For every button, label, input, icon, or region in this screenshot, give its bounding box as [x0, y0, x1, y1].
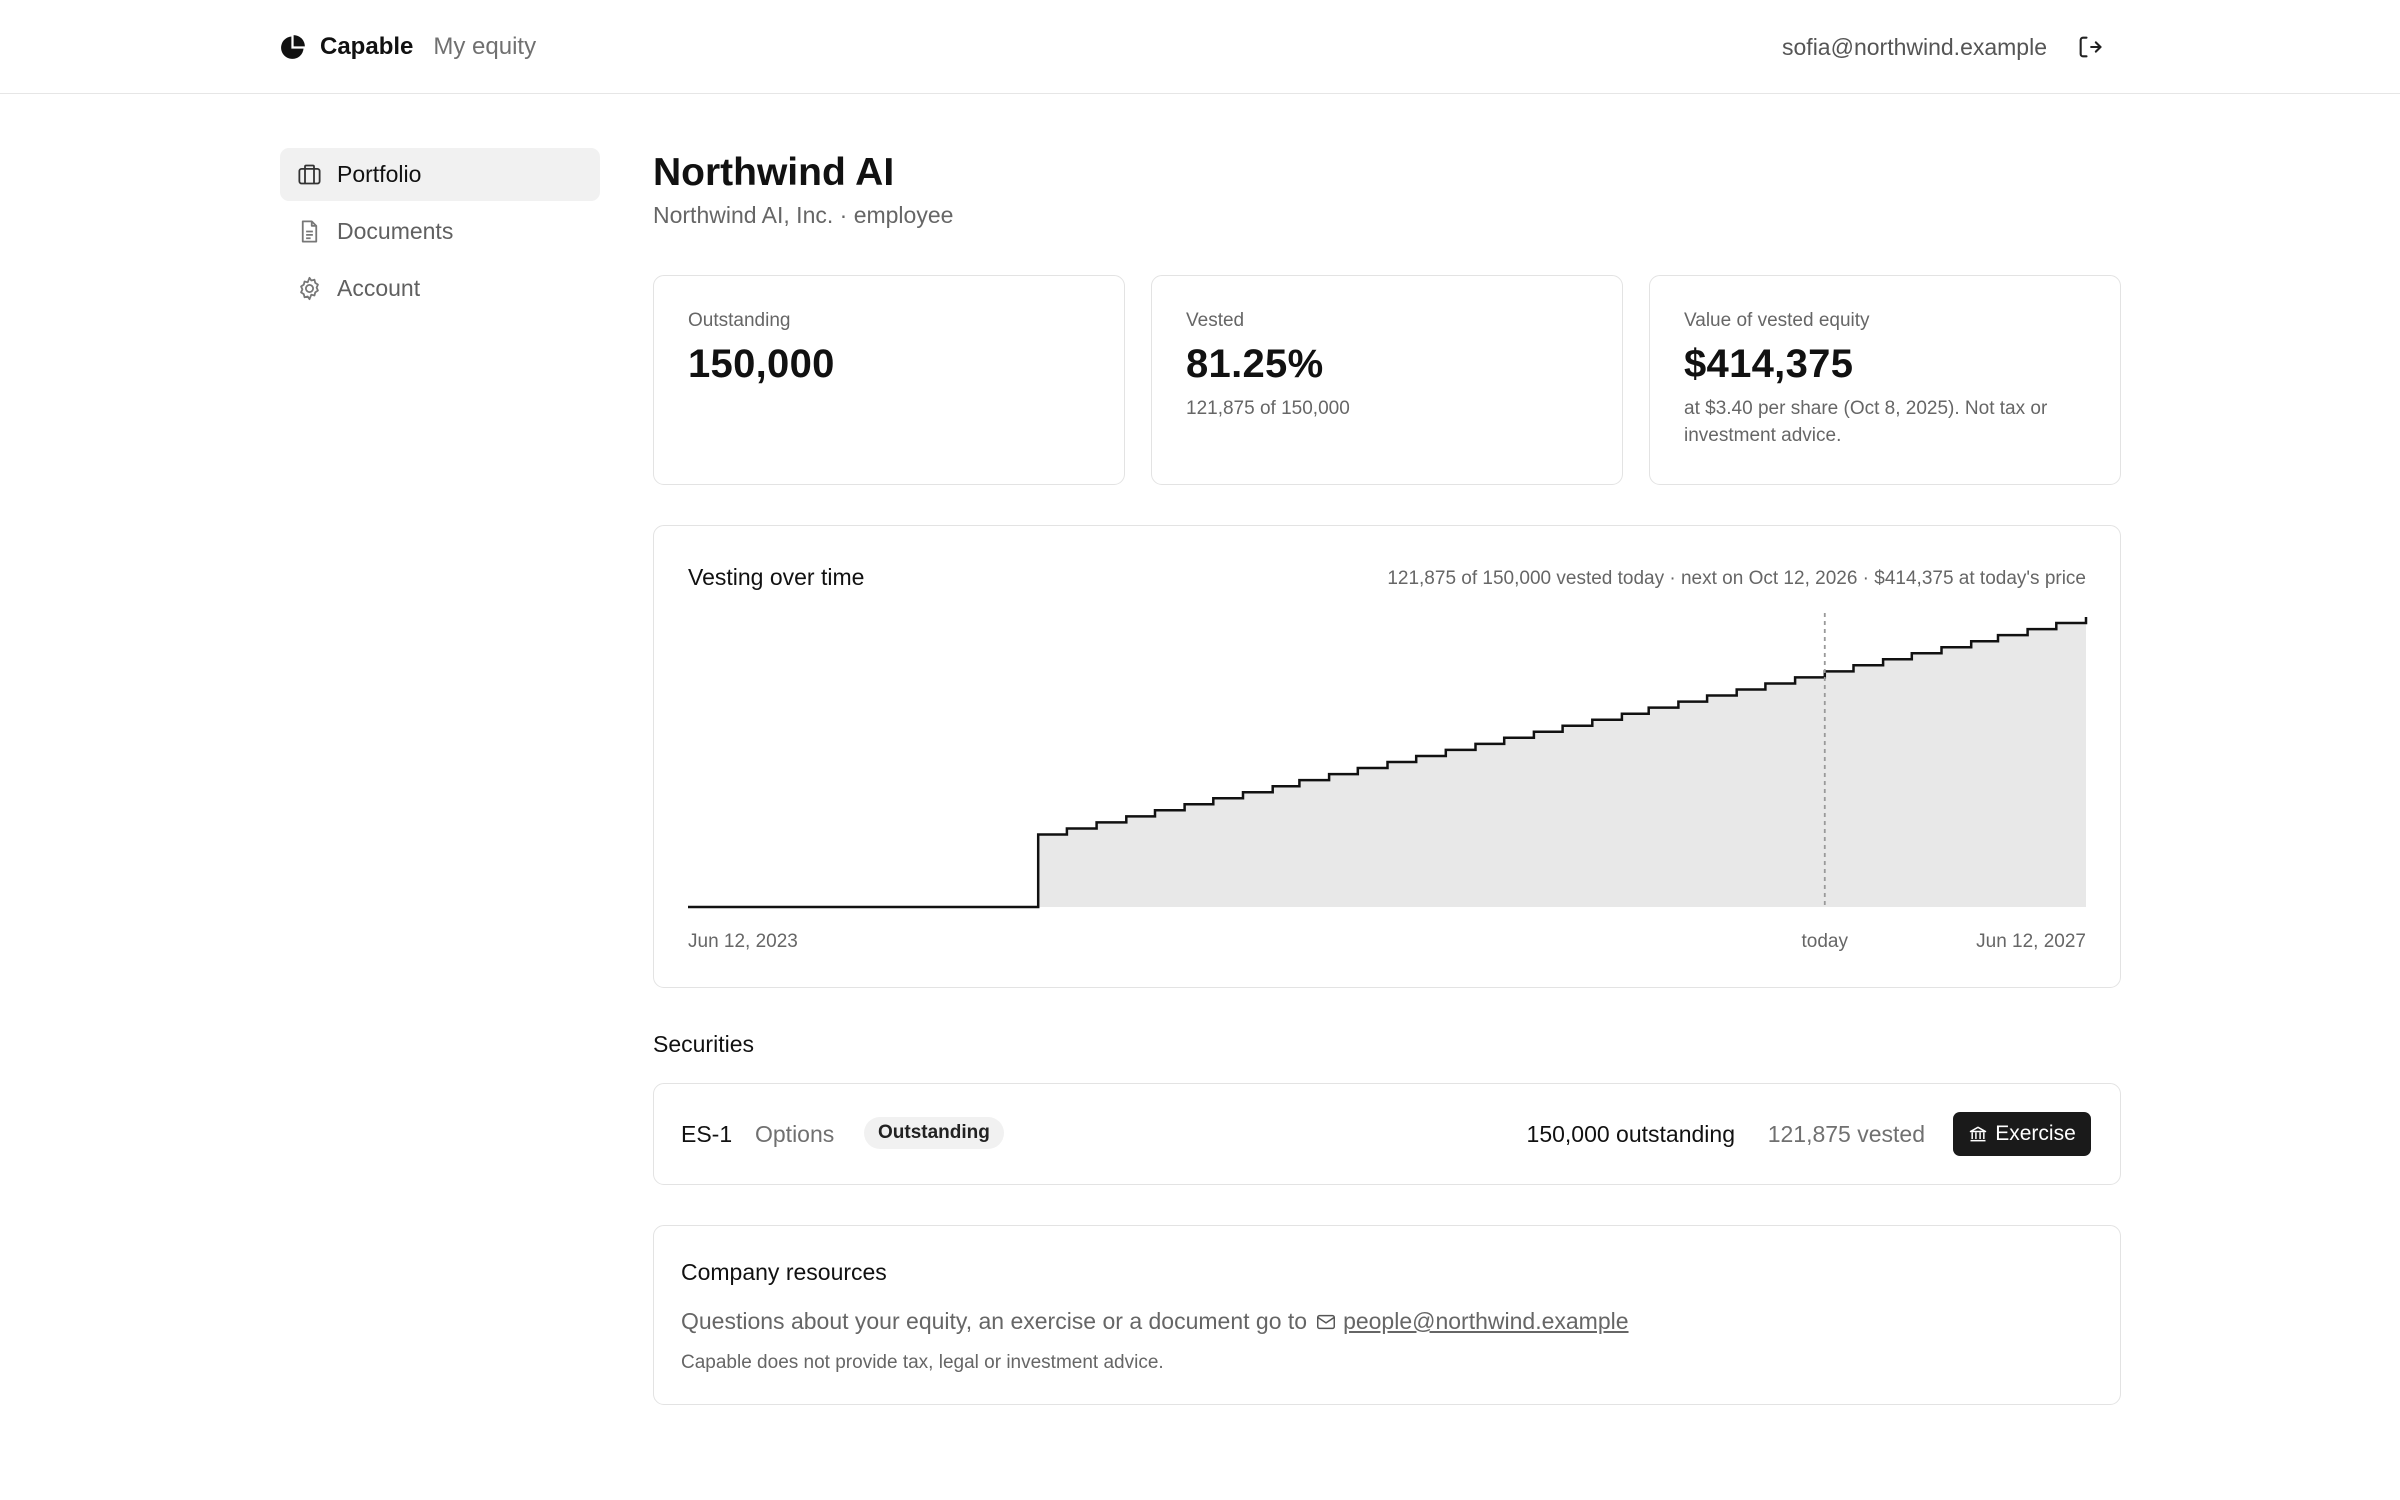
card-label: Vested	[1186, 310, 1245, 331]
exercise-button-label: Exercise	[1995, 1122, 2076, 1145]
status-badge: Outstanding	[864, 1117, 1004, 1149]
sidebar-item-portfolio[interactable]: Portfolio	[280, 148, 600, 201]
user-email: sofia@northwind.example	[1782, 34, 2047, 60]
summary-cards: Outstanding 150,000 Vested 81.25% 121,87…	[653, 275, 2121, 485]
card-label: Outstanding	[688, 310, 791, 331]
sidebar-item-documents[interactable]: Documents	[280, 205, 600, 258]
page-title: Northwind AI	[653, 151, 895, 194]
card-label: Value of vested equity	[1684, 310, 1870, 331]
brand-subtitle: My equity	[433, 33, 537, 60]
main-content: Northwind AI Northwind AI, Inc. · employ…	[653, 148, 2121, 1405]
pie-chart-logo-icon	[281, 34, 305, 59]
resources-contact-line: Questions about your equity, an exercise…	[681, 1308, 1629, 1335]
security-row: ES-1 Options Outstanding 150,000 outstan…	[653, 1083, 2121, 1185]
gear-icon	[300, 276, 319, 301]
card-value: $414,375	[1684, 342, 1854, 386]
top-bar: Capable My equity sofia@northwind.exampl…	[0, 0, 2400, 94]
chart-title: Vesting over time	[688, 564, 865, 590]
x-tick-label-today: today	[1802, 931, 1849, 952]
security-id: ES-1	[681, 1121, 733, 1147]
x-tick-label-end: Jun 12, 2027	[1976, 931, 2086, 952]
x-tick-label-start: Jun 12, 2023	[688, 931, 798, 952]
vesting-area	[688, 617, 2086, 907]
sidebar-item-label: Account	[337, 275, 421, 301]
page-subtitle: Northwind AI, Inc. · employee	[653, 202, 954, 228]
mail-icon	[1317, 1314, 1336, 1329]
resources-text: Questions about your equity, an exercise…	[681, 1308, 1308, 1334]
vested-card: Vested 81.25% 121,875 of 150,000	[1151, 275, 1623, 485]
briefcase-icon	[298, 164, 321, 185]
sidebar: Portfolio Documents Account	[280, 148, 600, 319]
vesting-chart-card: Vesting over time 121,875 of 150,000 ves…	[653, 525, 2121, 988]
security-vested: 121,875 vested	[1767, 1121, 1925, 1147]
log-out-icon[interactable]	[2076, 33, 2104, 61]
vesting-step-line	[688, 617, 2088, 909]
card-value: 81.25%	[1186, 342, 1324, 386]
document-icon	[301, 220, 318, 243]
security-outstanding: 150,000 outstanding	[1526, 1121, 1735, 1147]
sidebar-item-label: Documents	[337, 218, 454, 244]
vested-value-card: Value of vested equity $414,375 at $3.40…	[1649, 275, 2121, 485]
resources-disclaimer: Capable does not provide tax, legal or i…	[681, 1352, 1164, 1373]
card-note: 121,875 of 150,000	[1186, 398, 1350, 419]
exercise-button[interactable]: Exercise	[1953, 1112, 2091, 1156]
chart-summary: 121,875 of 150,000 vested today · next o…	[1387, 568, 2086, 589]
security-type: Options	[755, 1121, 835, 1147]
bank-icon	[1969, 1126, 1987, 1142]
outstanding-card: Outstanding 150,000	[653, 275, 1125, 485]
resources-email-link[interactable]: people@northwind.example	[1343, 1308, 1629, 1334]
resources-title: Company resources	[681, 1259, 887, 1285]
card-note: at $3.40 per share (Oct 8, 2025). Not ta…	[1684, 398, 2048, 446]
brand[interactable]: Capable My equity	[279, 30, 536, 64]
sidebar-item-account[interactable]: Account	[280, 262, 600, 315]
company-resources-card: Company resources Questions about your e…	[653, 1225, 2121, 1405]
securities-heading: Securities	[653, 1031, 754, 1057]
sidebar-item-label: Portfolio	[337, 161, 422, 187]
vesting-chart: Jun 12, 2023 today Jun 12, 2027	[688, 613, 2088, 952]
card-value: 150,000	[688, 342, 835, 386]
brand-name: Capable	[320, 33, 414, 60]
